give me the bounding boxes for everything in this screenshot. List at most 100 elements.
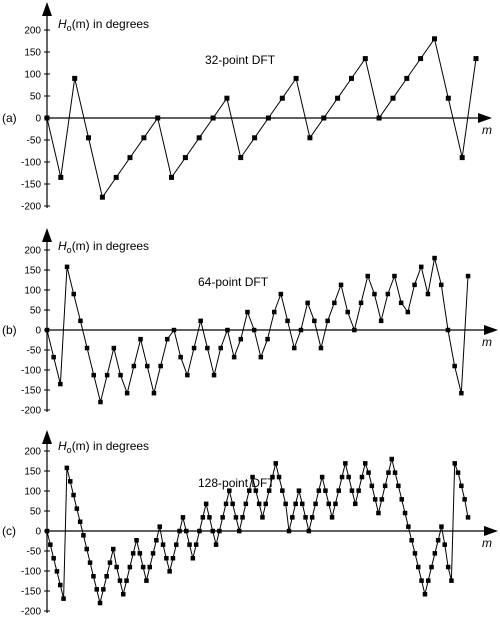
data-point: [94, 587, 99, 592]
data-point: [233, 515, 239, 520]
data-point: [210, 528, 215, 534]
data-point: [174, 542, 179, 547]
data-point: [203, 501, 209, 507]
y-tick-label: 200: [24, 447, 41, 458]
data-point: [349, 488, 355, 493]
data-point: [362, 56, 368, 62]
data-point: [292, 345, 297, 351]
data-point: [151, 390, 157, 396]
y-tick-label: 50: [30, 92, 42, 103]
y-tick-label: 0: [35, 527, 41, 538]
data-point: [118, 372, 123, 378]
data-point: [91, 574, 96, 579]
data-point: [303, 515, 308, 520]
data-point: [352, 327, 357, 333]
data-point: [279, 95, 285, 101]
data-point: [78, 318, 83, 324]
data-point: [169, 174, 174, 180]
data-point: [455, 470, 461, 475]
data-point: [260, 515, 265, 520]
y-tick-label: 0: [35, 326, 41, 337]
data-point: [165, 336, 170, 342]
data-point: [54, 569, 60, 574]
data-point: [140, 564, 146, 570]
data-point: [190, 556, 196, 561]
data-point: [338, 282, 344, 288]
data-point: [418, 56, 424, 62]
data-point: [64, 465, 70, 471]
data-point: [71, 492, 76, 498]
data-point: [111, 345, 117, 351]
y-tick-label: 200: [24, 26, 41, 37]
data-point: [207, 515, 212, 520]
data-point: [167, 569, 172, 574]
data-point: [182, 155, 188, 161]
data-point: [178, 354, 183, 360]
y-axis-arrow: [42, 2, 52, 16]
data-point: [309, 515, 315, 520]
data-point: [58, 381, 63, 387]
data-point: [134, 538, 139, 543]
data-point: [74, 506, 80, 511]
y-tick-label: 50: [30, 507, 42, 518]
data-point: [84, 345, 90, 351]
data-point: [218, 345, 223, 351]
y-tick-label: -150: [21, 386, 41, 397]
data-point: [210, 115, 216, 121]
data-point: [200, 515, 206, 520]
data-point: [452, 461, 457, 466]
data-point: [130, 551, 136, 556]
data-point: [91, 372, 96, 378]
data-point: [429, 564, 434, 570]
data-point: [177, 528, 182, 534]
data-point: [389, 456, 394, 462]
data-point: [145, 363, 150, 369]
y-tick-label: -200: [21, 406, 41, 417]
data-point: [306, 528, 312, 534]
data-point: [205, 345, 210, 351]
data-point: [312, 318, 317, 324]
data-point: [392, 470, 398, 475]
data-point: [459, 390, 464, 396]
data-point: [432, 551, 438, 556]
data-point: [378, 318, 384, 324]
data-point: [147, 564, 152, 570]
data-point: [98, 399, 103, 405]
data-point: [197, 528, 202, 534]
data-point: [185, 372, 190, 378]
data-point: [372, 497, 378, 502]
y-tick-label: 150: [24, 48, 41, 59]
data-point: [349, 75, 354, 81]
data-point: [97, 600, 103, 606]
data-point: [171, 327, 177, 333]
data-point: [250, 474, 255, 480]
data-point: [114, 564, 119, 570]
data-point: [439, 282, 444, 288]
y-tick-label: -150: [21, 587, 41, 598]
data-point: [71, 291, 76, 297]
y-tick-label: -100: [21, 567, 41, 578]
data-point: [425, 291, 431, 297]
y-axis-label: Ho(m) in degrees: [58, 239, 149, 255]
data-point: [449, 578, 454, 583]
y-axis-label: Ho(m) in degrees: [58, 439, 149, 455]
data-point: [213, 542, 219, 547]
y-tick-label: -100: [21, 158, 41, 169]
y-tick-label: 150: [24, 467, 41, 478]
data-point: [107, 560, 113, 565]
data-point: [326, 501, 331, 507]
data-point: [332, 300, 337, 306]
data-point: [131, 363, 137, 369]
data-point: [333, 501, 338, 507]
data-point: [465, 515, 471, 520]
data-point: [184, 528, 189, 534]
data-point: [356, 488, 361, 493]
data-point: [404, 75, 410, 81]
data-point: [124, 578, 129, 583]
data-point: [366, 470, 371, 475]
data-point: [452, 363, 457, 369]
data-point: [253, 488, 259, 493]
x-axis-arrow: [478, 113, 492, 123]
data-point: [87, 560, 93, 565]
data-point: [245, 309, 250, 315]
